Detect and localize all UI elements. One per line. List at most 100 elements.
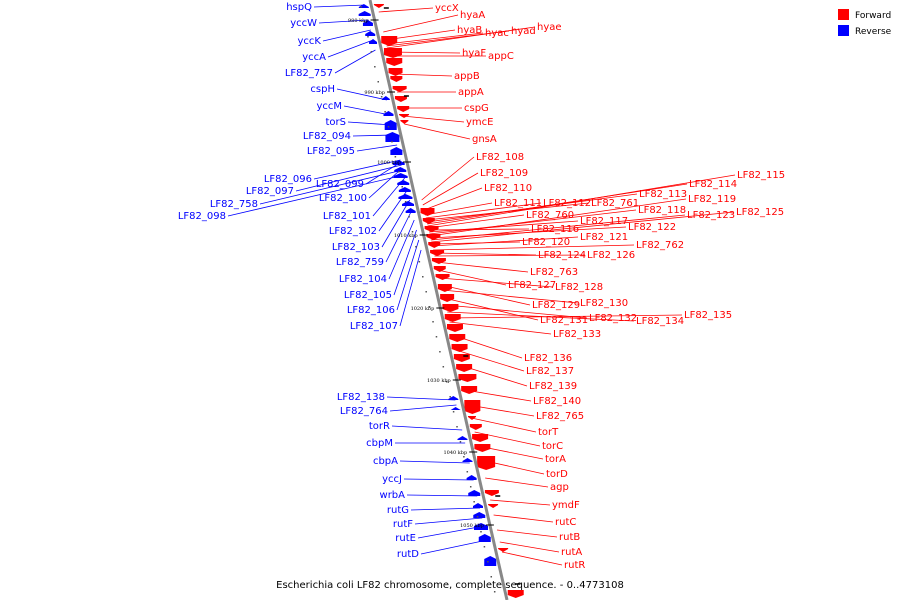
gene-label-LF82_114[interactable]: LF82_114 (689, 179, 737, 190)
gene-label-rutB[interactable]: rutB (559, 532, 580, 543)
gene-label-LF82_101[interactable]: LF82_101 (323, 211, 371, 222)
gene-label-hyaB[interactable]: hyaB (457, 25, 482, 36)
gene-label-LF82_135[interactable]: LF82_135 (684, 310, 732, 321)
gene-label-LF82_094[interactable]: LF82_094 (303, 131, 351, 142)
gene-label-LF82_100[interactable]: LF82_100 (319, 193, 367, 204)
gene-label-LF82_137[interactable]: LF82_137 (526, 366, 574, 377)
gene-label-LF82_095[interactable]: LF82_095 (307, 146, 355, 157)
gene-label-LF82_127[interactable]: LF82_127 (508, 280, 556, 291)
gene-label-torA[interactable]: torA (545, 454, 566, 465)
gene-label-LF82_140[interactable]: LF82_140 (533, 396, 581, 407)
gene-label-LF82_759[interactable]: LF82_759 (336, 257, 384, 268)
gene-label-rutF[interactable]: rutF (393, 519, 413, 530)
gene-label-ymdF[interactable]: ymdF (552, 500, 580, 511)
gene-label-LF82_102[interactable]: LF82_102 (329, 226, 377, 237)
gene-label-LF82_105[interactable]: LF82_105 (344, 290, 392, 301)
forward-gene-feature (430, 250, 445, 256)
gene-label-hyac[interactable]: hyac (485, 28, 509, 39)
forward-gene-feature (394, 96, 407, 102)
gene-label-LF82_119[interactable]: LF82_119 (688, 194, 736, 205)
gene-label-LF82_110[interactable]: LF82_110 (484, 183, 532, 194)
gene-label-LF82_121[interactable]: LF82_121 (580, 232, 628, 243)
gene-label-LF82_136[interactable]: LF82_136 (524, 353, 572, 364)
gene-label-yccX[interactable]: yccX (435, 3, 459, 14)
gene-label-LF82_117[interactable]: LF82_117 (580, 216, 628, 227)
gene-label-yccA[interactable]: yccA (302, 52, 326, 63)
gene-label-torS[interactable]: torS (326, 117, 347, 128)
gene-label-cspG[interactable]: cspG (464, 103, 489, 114)
gene-label-LF82_760[interactable]: LF82_760 (526, 210, 574, 221)
gene-label-LF82_124[interactable]: LF82_124 (538, 250, 586, 261)
gene-label-LF82_099[interactable]: LF82_099 (316, 179, 364, 190)
gene-label-LF82_758[interactable]: LF82_758 (210, 199, 258, 210)
gene-label-yccM[interactable]: yccM (316, 101, 342, 112)
gene-label-LF82_132[interactable]: LF82_132 (589, 313, 637, 324)
gene-label-LF82_757[interactable]: LF82_757 (285, 68, 333, 79)
gene-label-LF82_120[interactable]: LF82_120 (522, 237, 570, 248)
position-marker (418, 261, 421, 263)
gene-label-gnsA[interactable]: gnsA (472, 134, 497, 145)
gene-label-torC[interactable]: torC (542, 441, 563, 452)
gene-label-LF82_762[interactable]: LF82_762 (636, 240, 684, 251)
gene-label-LF82_126[interactable]: LF82_126 (587, 250, 635, 261)
gene-label-hyaA[interactable]: hyaA (460, 10, 485, 21)
gene-label-LF82_107[interactable]: LF82_107 (350, 321, 398, 332)
gene-label-yccJ[interactable]: yccJ (382, 474, 402, 485)
gene-label-LF82_128[interactable]: LF82_128 (555, 282, 603, 293)
gene-label-agp[interactable]: agp (550, 482, 569, 493)
gene-label-LF82_130[interactable]: LF82_130 (580, 298, 628, 309)
gene-label-appB[interactable]: appB (454, 71, 480, 82)
gene-label-hyad[interactable]: hyad (511, 26, 536, 37)
gene-label-wrbA[interactable]: wrbA (380, 490, 406, 501)
gene-label-LF82_139[interactable]: LF82_139 (529, 381, 577, 392)
gene-label-torR[interactable]: torR (369, 421, 390, 432)
gene-label-cbpM[interactable]: cbpM (366, 438, 393, 449)
gene-label-hyaF[interactable]: hyaF (462, 48, 486, 59)
gene-label-LF82_118[interactable]: LF82_118 (638, 205, 686, 216)
gene-label-LF82_134[interactable]: LF82_134 (636, 316, 684, 327)
gene-label-LF82_131[interactable]: LF82_131 (540, 315, 588, 326)
gene-label-ymcE[interactable]: ymcE (466, 117, 493, 128)
gene-label-rutG[interactable]: rutG (387, 505, 409, 516)
gene-label-LF82_111[interactable]: LF82_111 (494, 198, 542, 209)
gene-label-rutD[interactable]: rutD (397, 549, 419, 560)
gene-label-LF82_104[interactable]: LF82_104 (339, 274, 387, 285)
gene-label-cbpA[interactable]: cbpA (373, 456, 398, 467)
gene-label-torT[interactable]: torT (538, 427, 559, 438)
gene-label-LF82_764[interactable]: LF82_764 (340, 406, 388, 417)
gene-label-LF82_122[interactable]: LF82_122 (628, 222, 676, 233)
forward-gene-feature (390, 76, 403, 82)
gene-label-LF82_133[interactable]: LF82_133 (553, 329, 601, 340)
gene-label-LF82_765[interactable]: LF82_765 (536, 411, 584, 422)
gene-label-appC[interactable]: appC (488, 51, 514, 62)
gene-label-LF82_106[interactable]: LF82_106 (347, 305, 395, 316)
gene-label-yccW[interactable]: yccW (290, 18, 317, 29)
gene-label-LF82_108[interactable]: LF82_108 (476, 152, 524, 163)
gene-label-LF82_115[interactable]: LF82_115 (737, 170, 785, 181)
gene-label-LF82_761[interactable]: LF82_761 (591, 198, 639, 209)
gene-label-LF82_125[interactable]: LF82_125 (736, 207, 784, 218)
gene-label-appA[interactable]: appA (458, 87, 484, 98)
gene-label-LF82_112[interactable]: LF82_112 (543, 198, 591, 209)
gene-label-rutE[interactable]: rutE (395, 533, 416, 544)
gene-label-hyae[interactable]: hyae (537, 22, 562, 33)
gene-label-cspH[interactable]: cspH (310, 84, 335, 95)
gene-label-LF82_763[interactable]: LF82_763 (530, 267, 578, 278)
gene-label-LF82_098[interactable]: LF82_098 (178, 211, 226, 222)
gene-label-LF82_113[interactable]: LF82_113 (639, 189, 687, 200)
gene-label-hspQ[interactable]: hspQ (286, 2, 312, 13)
gene-label-rutC[interactable]: rutC (555, 517, 576, 528)
gene-label-LF82_116[interactable]: LF82_116 (531, 224, 579, 235)
position-marker (476, 516, 479, 518)
gene-label-LF82_096[interactable]: LF82_096 (264, 174, 312, 185)
gene-label-LF82_109[interactable]: LF82_109 (480, 168, 528, 179)
gene-label-LF82_129[interactable]: LF82_129 (532, 300, 580, 311)
gene-label-LF82_103[interactable]: LF82_103 (332, 242, 380, 253)
gene-label-torD[interactable]: torD (546, 469, 568, 480)
gene-label-rutA[interactable]: rutA (561, 547, 582, 558)
gene-label-LF82_123[interactable]: LF82_123 (687, 210, 735, 221)
gene-label-yccK[interactable]: yccK (298, 36, 322, 47)
gene-label-LF82_138[interactable]: LF82_138 (337, 392, 385, 403)
gene-label-rutR[interactable]: rutR (564, 560, 585, 571)
gene-label-LF82_097[interactable]: LF82_097 (246, 186, 294, 197)
